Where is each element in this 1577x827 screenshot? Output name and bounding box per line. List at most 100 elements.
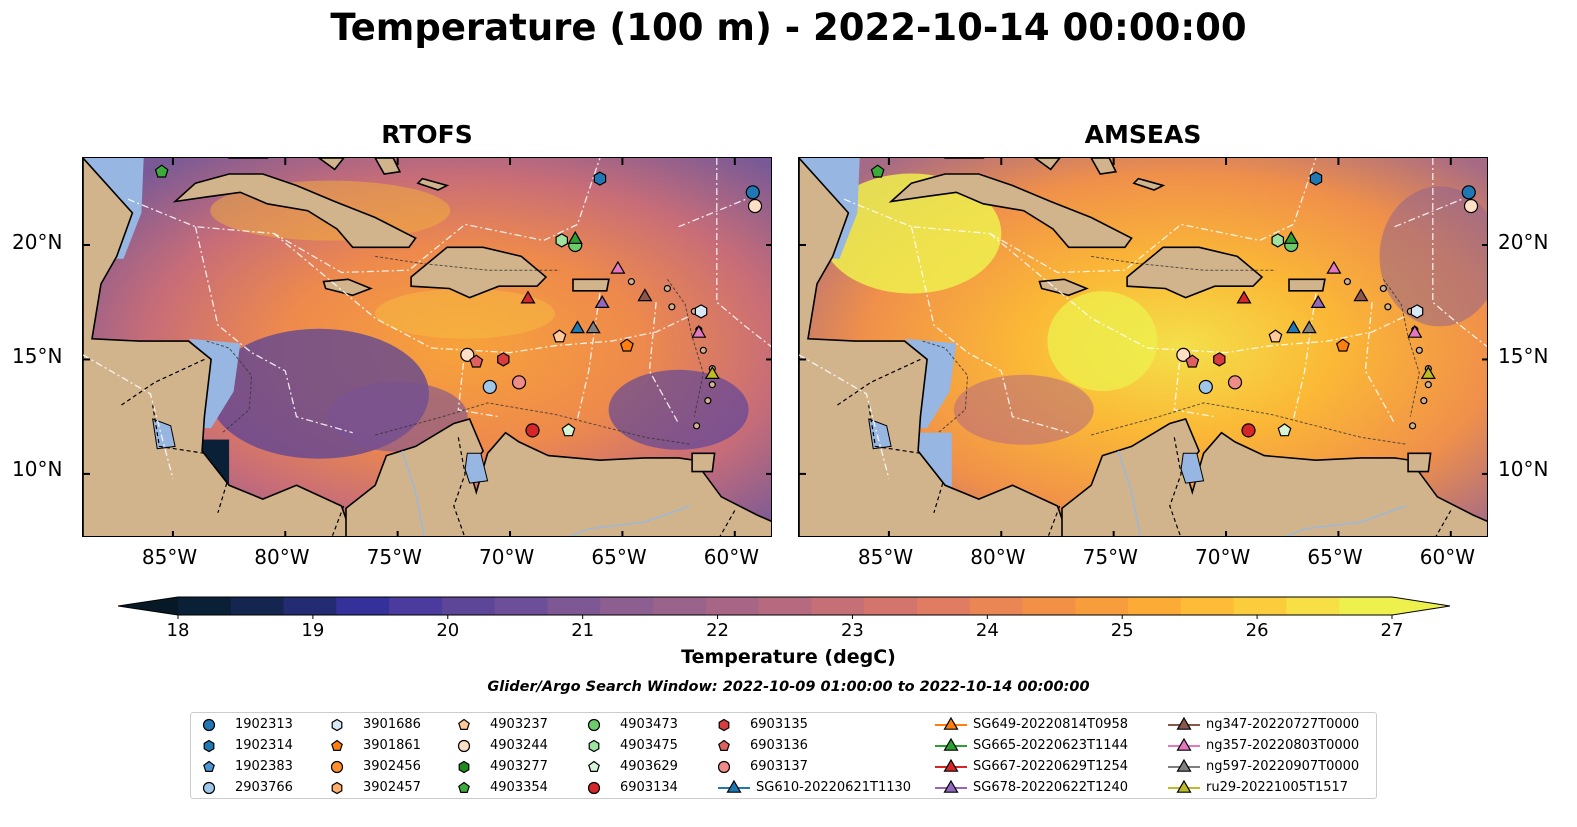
panel-title-rtofs: RTOFS xyxy=(381,120,473,149)
map-marker[interactable] xyxy=(1285,320,1301,334)
legend-label: ng347-20220727T0000 xyxy=(1206,717,1360,732)
colorbar-segment xyxy=(1022,597,1076,615)
map-marker[interactable] xyxy=(1241,423,1256,438)
map-marker[interactable] xyxy=(569,320,585,334)
map-marker[interactable] xyxy=(497,352,510,367)
legend-label: 6903137 xyxy=(750,759,808,774)
map-marker[interactable] xyxy=(745,185,760,200)
map-marker[interactable] xyxy=(1268,329,1283,343)
colorbar-tick-label: 20 xyxy=(436,620,460,641)
map-marker[interactable] xyxy=(460,347,475,362)
map-marker[interactable] xyxy=(561,423,576,437)
map-rtofs[interactable] xyxy=(82,157,772,537)
lon-tick-label: 60°W xyxy=(703,545,760,569)
map-marker[interactable] xyxy=(1310,295,1326,308)
map-marker[interactable] xyxy=(593,171,607,186)
colorbar-segment xyxy=(1286,597,1340,615)
colorbar-segment xyxy=(494,597,549,615)
map-marker[interactable] xyxy=(1407,324,1423,338)
map-marker[interactable] xyxy=(1283,230,1299,245)
figure-title: Temperature (100 m) - 2022-10-14 00:00:0… xyxy=(330,6,1247,49)
colorbar-segment xyxy=(653,597,707,615)
colorbar-segment xyxy=(230,597,285,615)
map-marker[interactable] xyxy=(525,423,540,438)
map-marker[interactable] xyxy=(1301,320,1317,334)
legend-label: SG678-20220622T1240 xyxy=(973,780,1129,795)
map-marker[interactable] xyxy=(1463,198,1479,214)
colorbar-tick-label: 25 xyxy=(1110,620,1134,641)
search-window-text: Glider/Argo Search Window: 2022-10-09 01… xyxy=(487,679,1090,695)
map-marker[interactable] xyxy=(1213,352,1226,367)
map-marker[interactable] xyxy=(694,304,708,319)
map-marker[interactable] xyxy=(610,260,626,274)
map-marker[interactable] xyxy=(637,288,653,302)
map-marker[interactable] xyxy=(1185,354,1200,368)
colorbar-segment xyxy=(864,597,918,615)
colorbar-segment xyxy=(1128,597,1182,615)
colorbar-tick-label: 23 xyxy=(840,620,864,641)
map-marker[interactable] xyxy=(482,379,497,395)
colorbar-segment xyxy=(1233,597,1288,615)
legend: 1902313 1902314 1902383 2903766 3901686 39018… xyxy=(190,712,1377,799)
map-marker[interactable] xyxy=(1326,260,1342,274)
colorbar-segment xyxy=(441,597,496,615)
map-marker[interactable] xyxy=(1271,233,1284,248)
map-marker[interactable] xyxy=(704,366,720,379)
map-marker[interactable] xyxy=(555,233,568,248)
map-marker[interactable] xyxy=(1353,288,1369,302)
map-marker[interactable] xyxy=(619,338,634,352)
legend-label: 4903244 xyxy=(490,738,548,753)
map-marker[interactable] xyxy=(870,164,885,178)
colorbar-tick-label: 18 xyxy=(166,620,190,641)
map-marker[interactable] xyxy=(585,320,601,334)
map-marker[interactable] xyxy=(1420,366,1436,379)
legend-label: 3901686 xyxy=(363,717,421,732)
map-marker[interactable] xyxy=(1277,423,1292,437)
map-marker[interactable] xyxy=(1176,347,1191,362)
legend-label: 4903629 xyxy=(620,759,678,774)
legend-label: 3902457 xyxy=(363,780,421,795)
legend-label: ng597-20220907T0000 xyxy=(1206,759,1360,774)
colorbar-tick-label: 27 xyxy=(1380,620,1404,641)
colorbar-tick-label: 26 xyxy=(1245,620,1269,641)
map-marker[interactable] xyxy=(1236,290,1252,304)
lat-label-10-right: 10°N xyxy=(1498,457,1549,481)
colorbar-segment xyxy=(283,597,337,615)
legend-label: SG649-20220814T0958 xyxy=(973,717,1129,732)
map-marker[interactable] xyxy=(567,230,583,245)
map-marker[interactable] xyxy=(469,354,484,368)
map-marker[interactable] xyxy=(1461,185,1476,200)
colorbar-segment xyxy=(916,597,971,615)
legend-label: 6903135 xyxy=(750,717,808,732)
map-marker[interactable] xyxy=(1227,375,1243,390)
map-marker[interactable] xyxy=(747,198,763,214)
legend-label: 1902314 xyxy=(235,738,293,753)
colorbar-segment xyxy=(1339,597,1393,615)
map-marker[interactable] xyxy=(154,164,169,178)
map-amseas[interactable] xyxy=(798,157,1488,537)
map-marker[interactable] xyxy=(511,375,527,390)
legend-label: 2903766 xyxy=(235,780,293,795)
colorbar-tick-label: 24 xyxy=(975,620,999,641)
map-marker[interactable] xyxy=(1309,171,1323,186)
colorbar-tick-label: 22 xyxy=(706,620,729,641)
colorbar-segment xyxy=(600,597,654,615)
colorbar-segment xyxy=(758,597,812,615)
map-marker[interactable] xyxy=(691,324,707,338)
lon-tick-label: 65°W xyxy=(1307,545,1363,569)
legend-label: 6903136 xyxy=(750,738,808,753)
map-marker[interactable] xyxy=(552,329,567,343)
map-marker[interactable] xyxy=(1198,379,1213,395)
legend-label: 4903475 xyxy=(620,738,678,753)
colorbar-segment xyxy=(969,597,1024,615)
lon-tick-label: 70°W xyxy=(479,545,535,569)
map-marker[interactable] xyxy=(1410,304,1424,319)
colorbar-tick-label: 19 xyxy=(301,620,325,641)
colorbar-segment xyxy=(336,597,390,615)
legend-label: SG665-20220623T1144 xyxy=(973,738,1129,753)
map-marker[interactable] xyxy=(520,290,536,304)
map-marker[interactable] xyxy=(1335,338,1350,352)
lon-tick-label: 60°W xyxy=(1419,545,1476,569)
map-marker[interactable] xyxy=(594,295,610,308)
legend-label: SG667-20220629T1254 xyxy=(973,759,1129,774)
